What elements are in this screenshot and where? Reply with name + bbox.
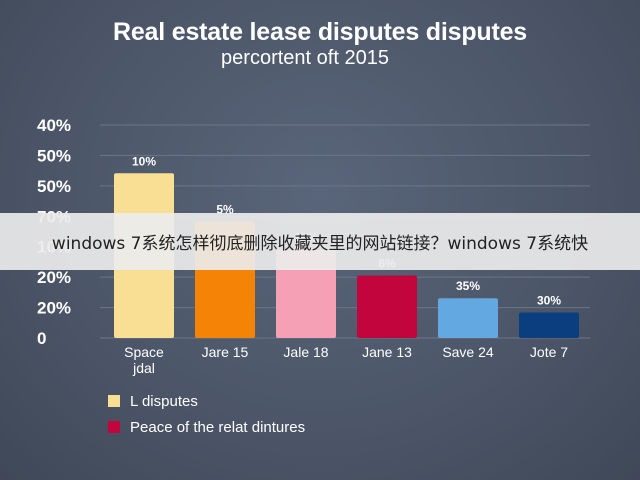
bar bbox=[276, 249, 336, 338]
bar bbox=[519, 312, 579, 338]
y-tick-label: 0 bbox=[37, 329, 46, 348]
x-tick-label: Jane 13 bbox=[362, 344, 412, 360]
legend-swatch bbox=[108, 395, 120, 407]
x-tick-label: Jote 7 bbox=[530, 344, 568, 360]
y-tick-label: 20% bbox=[37, 299, 71, 318]
y-tick-label: 50% bbox=[37, 177, 71, 196]
data-label: 10% bbox=[132, 154, 156, 168]
legend-label: Peace of the relat dintures bbox=[130, 418, 306, 436]
y-tick-label: 40% bbox=[37, 116, 71, 135]
x-tick-label: Jare 15 bbox=[202, 344, 249, 360]
overlay-text: windows 7系统怎样彻底删除收藏夹里的网站链接？windows 7系统快 bbox=[51, 234, 589, 254]
bar bbox=[357, 275, 417, 338]
x-tick-label: jdal bbox=[132, 360, 155, 376]
data-label: 30% bbox=[537, 293, 561, 307]
x-tick-label: Jale 18 bbox=[283, 344, 328, 360]
x-tick-label: Save 24 bbox=[442, 344, 494, 360]
legend-label: L disputes bbox=[130, 392, 198, 410]
legend-item: Peace of the relat dintures bbox=[108, 416, 305, 438]
y-tick-label: 20% bbox=[37, 268, 71, 287]
data-label: 35% bbox=[456, 279, 480, 293]
legend-swatch bbox=[108, 421, 120, 433]
y-tick-label: 50% bbox=[37, 146, 71, 165]
chart-subtitle: percortent oft 2015 bbox=[221, 47, 389, 69]
x-tick-label: Space bbox=[124, 344, 164, 360]
chart-title: Real estate lease disputes disputes bbox=[112, 18, 527, 46]
legend-item: L disputes bbox=[108, 390, 305, 412]
bar bbox=[438, 298, 498, 338]
chart-legend: L disputes Peace of the relat dintures bbox=[108, 390, 305, 442]
overlay-banner: windows 7系统怎样彻底删除收藏夹里的网站链接？windows 7系统快 bbox=[0, 213, 640, 270]
